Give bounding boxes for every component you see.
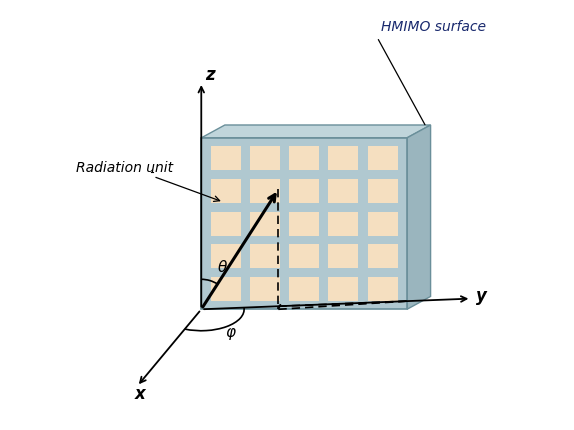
Text: θ: θ	[218, 260, 227, 275]
Text: HMIMO surface: HMIMO surface	[381, 20, 486, 34]
Polygon shape	[328, 179, 358, 203]
Polygon shape	[211, 179, 241, 203]
Polygon shape	[368, 179, 398, 203]
Polygon shape	[289, 179, 319, 203]
Polygon shape	[368, 147, 398, 170]
Polygon shape	[328, 147, 358, 170]
Polygon shape	[368, 277, 398, 301]
Polygon shape	[328, 277, 358, 301]
Polygon shape	[328, 244, 358, 268]
Polygon shape	[201, 138, 407, 309]
Polygon shape	[250, 179, 280, 203]
Polygon shape	[368, 212, 398, 236]
Polygon shape	[211, 212, 241, 236]
Polygon shape	[250, 212, 280, 236]
Polygon shape	[407, 125, 430, 309]
Polygon shape	[211, 277, 241, 301]
Polygon shape	[289, 277, 319, 301]
Polygon shape	[368, 244, 398, 268]
Polygon shape	[289, 244, 319, 268]
Polygon shape	[201, 125, 430, 138]
Text: Radiation unit: Radiation unit	[76, 161, 173, 175]
Polygon shape	[328, 212, 358, 236]
Text: z: z	[205, 66, 214, 84]
Polygon shape	[289, 147, 319, 170]
Polygon shape	[250, 147, 280, 170]
Polygon shape	[211, 244, 241, 268]
Text: φ: φ	[225, 325, 235, 340]
Text: y: y	[476, 287, 486, 305]
Polygon shape	[289, 212, 319, 236]
Polygon shape	[211, 147, 241, 170]
Text: x: x	[135, 385, 146, 403]
Polygon shape	[250, 244, 280, 268]
Polygon shape	[250, 277, 280, 301]
